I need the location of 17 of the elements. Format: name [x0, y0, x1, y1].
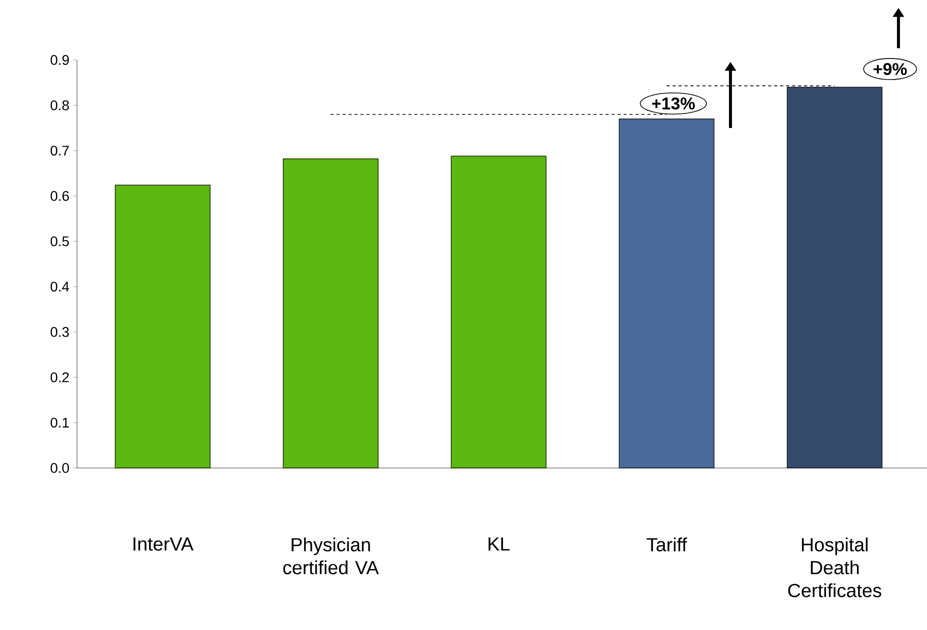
- x-tick-label: InterVA: [134, 538, 194, 551]
- x-tick-label: Tariff: [646, 538, 688, 552]
- annotation: +9%: [874, 63, 907, 76]
- y-tick-label: 0.4: [50, 282, 70, 292]
- y-tick-label: 0.1: [50, 418, 69, 428]
- x-tick-label: Physician certified VA: [283, 538, 379, 574]
- y-tick-label: 0.8: [50, 100, 69, 110]
- y-tick-label: 0.0: [50, 463, 69, 473]
- y-tick-label: 0.9: [50, 55, 69, 65]
- y-tick-label: 0.6: [50, 191, 69, 201]
- y-tick-label: 0.5: [50, 236, 69, 246]
- x-tick-label: Hospital Death Certificates: [788, 538, 882, 598]
- y-tick-label: 0.7: [50, 146, 69, 156]
- annotation: +13%: [652, 97, 695, 110]
- x-tick-label: KL: [488, 538, 510, 551]
- y-tick-label: 0.2: [50, 372, 69, 382]
- y-tick-label: 0.3: [50, 327, 69, 337]
